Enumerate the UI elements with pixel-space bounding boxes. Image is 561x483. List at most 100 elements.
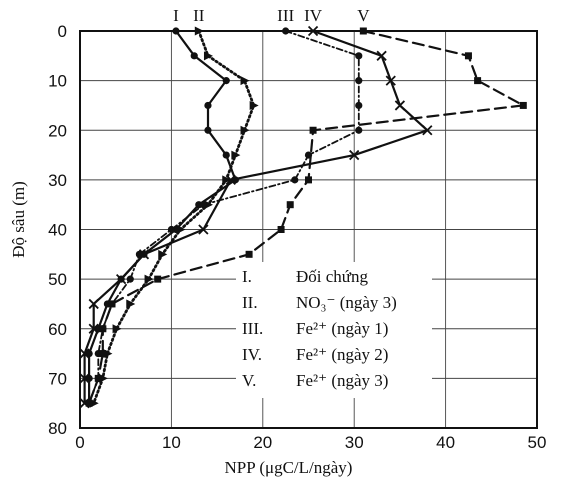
x-axis-ticks: 0 10 20 30 40 50 (75, 433, 546, 452)
data-point-circle (355, 77, 363, 85)
x-tick-label: 30 (345, 433, 364, 452)
series-label-III: III (277, 6, 294, 25)
y-tick-label: 30 (48, 171, 67, 190)
data-point-triangle (144, 274, 154, 284)
y-tick-label: 80 (48, 419, 67, 438)
data-point-triangle (249, 100, 259, 110)
data-point-x (138, 249, 150, 260)
data-point-square (464, 52, 472, 60)
data-point-x (115, 273, 127, 285)
data-point-circle (190, 52, 198, 60)
data-point-circle (204, 101, 212, 110)
x-tick-label: 40 (436, 433, 455, 452)
legend-label: Fe²⁺ (ngày 1) (296, 319, 388, 338)
data-point-circle (167, 225, 175, 234)
legend-label: Fe²⁺ (ngày 2) (296, 345, 388, 364)
series-label-II: II (193, 6, 205, 25)
data-point-square (99, 325, 107, 333)
data-point-square (305, 176, 312, 184)
data-point-triangle (112, 324, 122, 334)
legend-label: Fe²⁺ (ngày 3) (296, 371, 388, 390)
data-point-circle (355, 101, 363, 110)
data-point-triangle (176, 225, 186, 234)
data-point-triangle (231, 150, 241, 160)
legend: I. Đối chứng II. NO₃⁻ (ngày 3) III. Fe²⁺ (ngà… (236, 262, 432, 398)
series-label-I: I (173, 6, 179, 25)
y-tick-label: 0 (58, 22, 67, 41)
data-point-x (349, 149, 360, 161)
y-tick-label: 70 (48, 369, 67, 388)
data-point-square (519, 101, 527, 109)
legend-numeral: II. (242, 293, 258, 312)
data-point-x (88, 298, 99, 310)
data-point-square (94, 374, 102, 382)
data-point-circle (355, 52, 363, 60)
data-point-square (85, 399, 93, 407)
data-point-square (154, 275, 162, 283)
legend-entry-III: III. Fe²⁺ (ngày 1) (242, 319, 388, 338)
data-point-circle (199, 201, 207, 209)
y-tick-label: 20 (48, 121, 67, 140)
data-point-circle (355, 126, 363, 134)
series-line-III (88, 30, 360, 405)
data-point-square (108, 300, 116, 308)
data-point-x (79, 348, 90, 359)
data-point-square (277, 226, 285, 233)
data-point-x (385, 75, 396, 86)
data-point-circle (204, 126, 212, 134)
x-axis-label: NPP (μgC/L/ngày) (225, 458, 353, 477)
data-point-square (99, 350, 107, 358)
data-point-circle (222, 151, 230, 159)
series-top-labels: I II III IV V (173, 6, 370, 25)
series-IV (79, 25, 433, 409)
y-tick-label: 50 (48, 270, 67, 289)
series-II (89, 26, 259, 408)
data-point-x (422, 125, 433, 136)
data-point-x (376, 50, 387, 61)
data-point-triangle (203, 51, 213, 61)
data-point-triangle (203, 200, 213, 210)
data-point-x (88, 323, 99, 334)
x-tick-label: 10 (162, 433, 181, 452)
legend-background (236, 262, 432, 398)
data-point-circle (222, 77, 230, 85)
plot-frame (79, 30, 538, 429)
data-point-triangle (158, 249, 168, 259)
series-line-V (88, 29, 525, 405)
data-point-x (394, 100, 406, 111)
data-point-triangle (126, 299, 136, 309)
data-point-triangle (240, 125, 250, 135)
data-point-triangle (222, 175, 232, 185)
y-axis-label: Độ sâu (m) (9, 181, 28, 257)
data-point-square (286, 201, 294, 209)
series-label-V: V (357, 6, 370, 25)
data-point-x (225, 174, 236, 186)
data-point-square (474, 77, 482, 85)
y-tick-label: 10 (48, 72, 67, 91)
data-point-square (309, 126, 317, 134)
y-tick-label: 60 (48, 320, 67, 339)
series-line-II (92, 29, 256, 405)
y-tick-label: 40 (48, 221, 67, 240)
legend-numeral: IV. (242, 345, 262, 364)
data-point-circle (126, 275, 134, 283)
legend-entry-I: I. Đối chứng (242, 267, 369, 286)
series-label-IV: IV (304, 6, 323, 25)
data-point-triangle (240, 76, 250, 86)
x-tick-label: 0 (75, 433, 84, 452)
legend-numeral: I. (242, 267, 252, 286)
legend-label: Đối chứng (296, 267, 369, 286)
data-point-x (198, 224, 209, 235)
legend-entry-V: V. Fe²⁺ (ngày 3) (242, 371, 388, 390)
legend-numeral: V. (242, 371, 256, 390)
x-tick-label: 50 (528, 433, 547, 452)
data-point-square (245, 250, 253, 258)
data-point-x (79, 373, 90, 384)
legend-entry-II: II. NO₃⁻ (ngày 3) (242, 293, 397, 312)
legend-label: NO₃⁻ (ngày 3) (296, 293, 397, 312)
data-point-circle (291, 176, 299, 184)
y-axis-ticks: 0 10 20 30 40 50 60 70 80 (48, 22, 67, 438)
x-tick-label: 20 (253, 433, 272, 452)
